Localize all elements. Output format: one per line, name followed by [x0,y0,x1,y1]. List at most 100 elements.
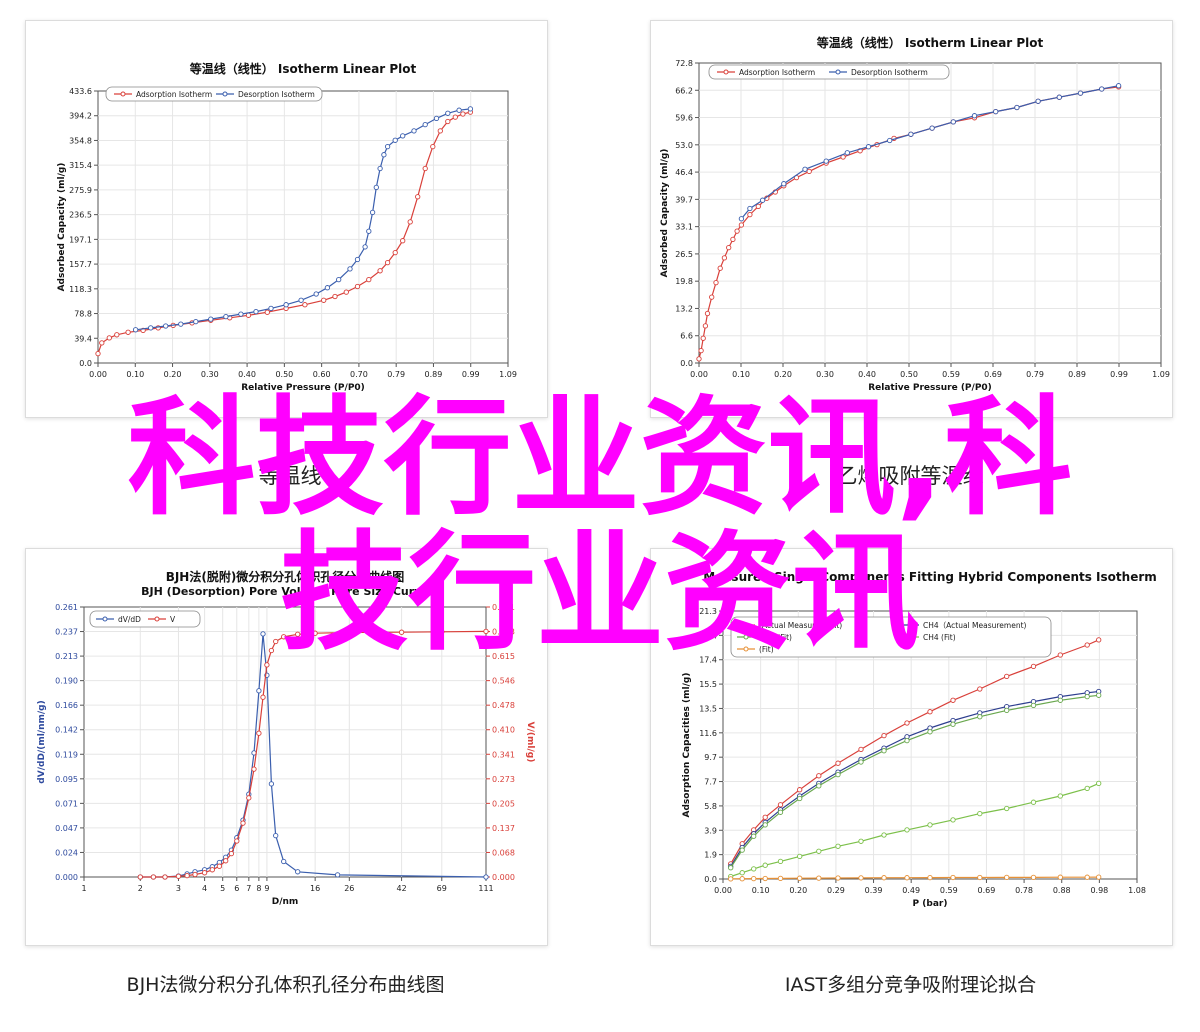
y-axis-label: dV/dD/(ml/nm/g) [37,700,47,783]
data-point [835,760,841,766]
tick-label-x: 0.30 [201,370,219,379]
tick-label-y: 0.095 [55,775,78,784]
data-point [950,817,956,823]
tick-label-x: 0.50 [275,370,293,379]
data-point [1035,98,1041,104]
data-point [816,875,822,881]
tick-label-y: 0.0 [680,359,693,368]
data-point [208,316,214,322]
data-point [762,875,768,882]
tick-label-x: 0.79 [387,370,405,379]
data-point [835,875,841,881]
data-point [201,870,208,876]
data-point [993,108,999,115]
data-point [797,853,803,860]
tick-label-x: 0.10 [752,886,770,895]
data-point [437,128,443,134]
tick-label-y: 78.8 [74,310,92,319]
tick-label-y: 6.6 [680,332,693,341]
tick-label-y-right: 0.683 [492,628,515,637]
caption-bottom-right: IAST多组分竞争吸附理论拟合 [784,974,1037,996]
chart-card-bottom-left: 0.000 0.024 0.047 0.071 0.095 0.119 0.142 0.166… [25,548,548,946]
data-point [950,874,956,881]
legend-label: CH4 (Fit) [923,633,956,642]
data-point [1096,692,1102,698]
tick-label-x: 0.88 [1053,886,1071,895]
tick-label-y: 197.1 [69,235,92,244]
data-point [887,137,893,144]
data-point [747,205,753,212]
data-point [445,118,451,125]
data-point [927,822,933,828]
data-point [927,729,933,735]
data-point [797,875,803,881]
data-point [927,874,933,881]
legend-label: CH4（Actual Measurement) [923,621,1027,630]
data-point [439,629,445,635]
tick-label-y: 118.3 [69,285,92,294]
tick-label-x: 0.89 [1068,370,1086,379]
data-point [698,347,704,354]
data-point [751,833,757,839]
data-point [95,350,101,357]
data-point [313,291,319,297]
data-point [398,629,405,635]
tick-label-y: 0.119 [55,750,78,759]
data-point [184,872,190,879]
tick-label-y-right: 0.000 [492,873,515,882]
tick-label-y-right: 0.478 [492,701,515,710]
legend-marker [743,634,749,640]
data-point [726,244,732,251]
tick-label-x: 8 [256,884,261,893]
tick-label-x: 0.59 [942,370,960,379]
tick-label-y: 0.0 [704,875,717,884]
tick-label-x: 4 [202,884,207,893]
data-point [927,709,933,715]
data-point [777,802,784,808]
tick-label-x: 0.69 [978,886,996,895]
data-point [260,631,266,637]
tick-label-y-right: 0.205 [492,799,515,808]
data-point [713,279,719,286]
data-point [400,133,406,139]
data-point [283,302,289,308]
data-point [433,115,440,122]
tick-label-y: 9.7 [704,753,717,762]
data-point [1115,83,1122,89]
tick-label-y: 0.0 [79,359,92,368]
data-point [797,787,803,793]
legend-box [730,616,1052,658]
chart-card-top-right: 0.0 6.6 13.2 19.8 26.5 33.1 39.7 46.4 53.0 59.6 66… [650,20,1173,418]
data-point [881,832,887,838]
legend-label: Desorption Isotherm [851,68,928,77]
data-point [1096,637,1102,643]
tick-label-x: 0.99 [1110,370,1128,379]
data-point [1096,874,1102,880]
data-point [251,766,257,772]
y-axis-label: Adsorption Capacities (ml/g) [682,673,692,818]
chart-bjh: 0.000 0.024 0.047 0.071 0.095 0.119 0.142 0.166… [37,569,535,907]
tick-label-y: 0.000 [55,873,78,882]
data-point [234,838,240,844]
data-point [392,137,398,143]
data-point [1014,104,1020,111]
tick-label-y: 72.8 [675,59,693,68]
legend-marker [120,91,126,97]
chart-title: BJH法(脱附)微分积分孔体积孔径分布曲线图 [166,569,405,584]
data-point [366,228,372,234]
data-point [929,125,935,131]
data-point [816,773,822,779]
tick-label-x: 0.20 [164,370,182,379]
data-point [347,266,353,272]
tick-label-x: 1.09 [499,370,517,379]
data-point [264,662,270,668]
data-point [430,143,436,150]
data-point [125,329,131,335]
tick-label-x: 42 [396,884,406,893]
data-point [223,858,229,864]
legend-marker [743,646,749,652]
tick-label-x: 0.60 [313,370,331,379]
data-point [700,335,706,341]
data-point [977,686,983,692]
tick-label-y: 39.7 [675,195,693,204]
